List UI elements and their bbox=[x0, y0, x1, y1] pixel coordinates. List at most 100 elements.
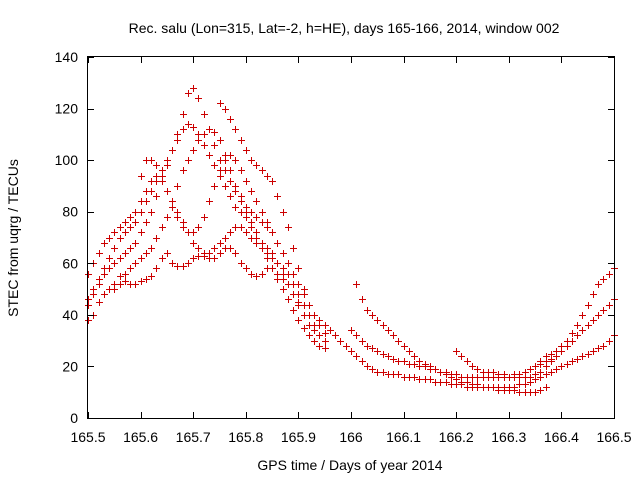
data-point bbox=[96, 299, 103, 306]
data-point bbox=[153, 235, 160, 242]
data-point bbox=[122, 229, 129, 236]
data-point bbox=[222, 157, 229, 164]
data-point bbox=[548, 358, 555, 365]
data-point bbox=[337, 338, 344, 345]
data-point bbox=[537, 369, 544, 376]
data-point bbox=[190, 240, 197, 247]
data-point bbox=[416, 363, 423, 370]
data-point bbox=[385, 353, 392, 360]
data-point bbox=[248, 157, 255, 164]
data-point bbox=[185, 121, 192, 128]
data-point bbox=[369, 312, 376, 319]
data-point bbox=[217, 250, 224, 257]
data-point bbox=[232, 126, 239, 133]
data-point bbox=[253, 198, 260, 205]
data-point bbox=[132, 260, 139, 267]
data-point bbox=[195, 95, 202, 102]
data-point bbox=[295, 317, 302, 324]
data-point bbox=[253, 240, 260, 247]
data-point bbox=[106, 235, 113, 242]
data-point bbox=[227, 245, 234, 252]
data-point bbox=[359, 358, 366, 365]
data-point bbox=[117, 281, 124, 288]
data-point bbox=[153, 193, 160, 200]
data-point bbox=[243, 229, 250, 236]
x-axis-tick-labels: 165.5 165.6 165.7 165.8 165.9 166 166.1 166.2 16… bbox=[70, 429, 631, 445]
data-point bbox=[558, 343, 565, 350]
data-point bbox=[201, 111, 208, 118]
data-point bbox=[458, 374, 465, 381]
data-point bbox=[543, 353, 550, 360]
data-point bbox=[285, 260, 292, 267]
data-point bbox=[185, 90, 192, 97]
data-point bbox=[443, 379, 450, 386]
data-point bbox=[222, 235, 229, 242]
data-point bbox=[348, 348, 355, 355]
data-point bbox=[458, 353, 465, 360]
data-point bbox=[211, 183, 218, 190]
data-point bbox=[190, 229, 197, 236]
data-point bbox=[169, 147, 176, 154]
data-point bbox=[248, 219, 255, 226]
data-point bbox=[238, 167, 245, 174]
data-point bbox=[490, 369, 497, 376]
data-point bbox=[211, 255, 218, 262]
data-point bbox=[153, 162, 160, 169]
data-point bbox=[232, 188, 239, 195]
data-point bbox=[138, 255, 145, 262]
data-point bbox=[401, 358, 408, 365]
data-point bbox=[201, 214, 208, 221]
data-point bbox=[143, 188, 150, 195]
data-point bbox=[174, 263, 181, 270]
data-point bbox=[290, 307, 297, 314]
y-tick-label: 120 bbox=[55, 101, 79, 117]
data-point bbox=[280, 209, 287, 216]
y-tick-label: 0 bbox=[70, 410, 78, 426]
data-point bbox=[390, 332, 397, 339]
data-point bbox=[269, 265, 276, 272]
data-point bbox=[374, 317, 381, 324]
data-point bbox=[269, 178, 276, 185]
y-axis-tick-labels: 0 20 40 60 80 100 120 140 bbox=[55, 49, 79, 426]
data-point bbox=[285, 296, 292, 303]
chart-title: Rec. salu (Lon=315, Lat=-2, h=HE), days … bbox=[129, 20, 560, 36]
data-point bbox=[169, 260, 176, 267]
data-point bbox=[553, 366, 560, 373]
data-point bbox=[174, 214, 181, 221]
data-point bbox=[227, 229, 234, 236]
series-arc-6 bbox=[138, 152, 292, 267]
data-point bbox=[180, 167, 187, 174]
data-point bbox=[85, 271, 92, 278]
data-point bbox=[211, 142, 218, 149]
data-point bbox=[416, 376, 423, 383]
data-point bbox=[474, 374, 481, 381]
data-point bbox=[243, 147, 250, 154]
data-point bbox=[411, 374, 418, 381]
data-point bbox=[385, 327, 392, 334]
data-point bbox=[406, 348, 413, 355]
data-point bbox=[274, 193, 281, 200]
series-arc-8 bbox=[353, 281, 550, 396]
data-point bbox=[353, 281, 360, 288]
data-point bbox=[516, 381, 523, 388]
data-point bbox=[174, 131, 181, 138]
data-point bbox=[311, 322, 318, 329]
data-point bbox=[85, 302, 92, 309]
data-point bbox=[522, 381, 529, 388]
data-point bbox=[85, 296, 92, 303]
data-point bbox=[227, 152, 234, 159]
data-point bbox=[227, 193, 234, 200]
data-point bbox=[306, 302, 313, 309]
data-point bbox=[359, 338, 366, 345]
data-point bbox=[280, 265, 287, 272]
data-point bbox=[117, 235, 124, 242]
data-point bbox=[111, 286, 118, 293]
data-point bbox=[285, 281, 292, 288]
data-point bbox=[159, 255, 166, 262]
data-point bbox=[422, 363, 429, 370]
data-point bbox=[411, 361, 418, 368]
data-point bbox=[222, 106, 229, 113]
series-arc-1 bbox=[85, 126, 329, 337]
data-point bbox=[143, 219, 150, 226]
data-point bbox=[211, 245, 218, 252]
